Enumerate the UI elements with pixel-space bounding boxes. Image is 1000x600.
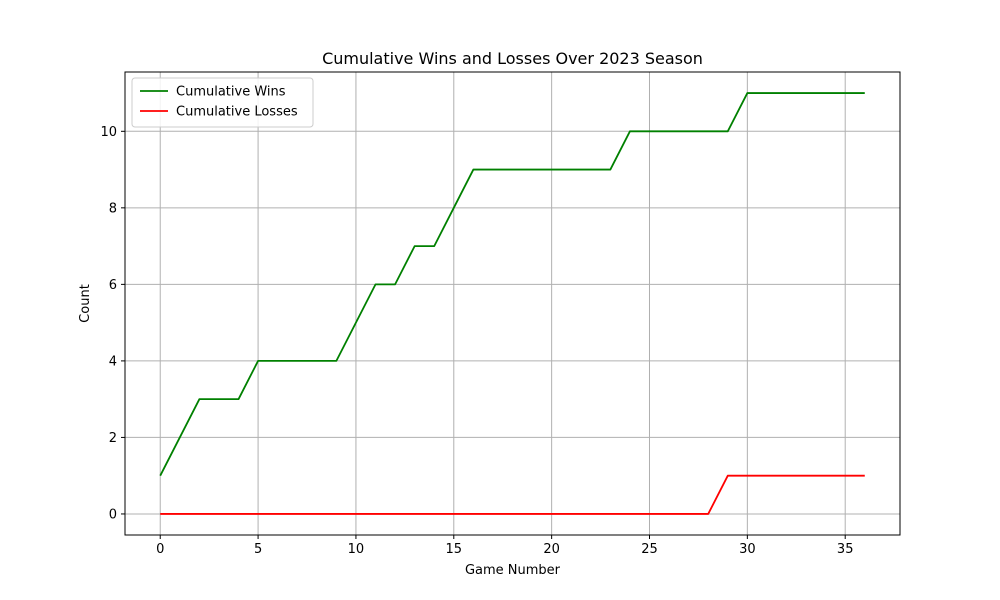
x-tick-label-2: 10 xyxy=(348,542,365,557)
y-tick-label-4: 8 xyxy=(109,201,117,216)
x-tick-label-0: 0 xyxy=(156,542,164,557)
y-tick-label-3: 6 xyxy=(109,278,117,293)
legend-label-1: Cumulative Losses xyxy=(176,105,298,120)
x-axis-label: Game Number xyxy=(465,563,561,578)
chart-title: Cumulative Wins and Losses Over 2023 Sea… xyxy=(322,49,703,68)
x-tick-label-7: 35 xyxy=(837,542,854,557)
x-tick-label-1: 5 xyxy=(254,542,262,557)
series-line-0 xyxy=(159,92,865,477)
y-tick-label-2: 4 xyxy=(109,354,117,369)
legend-box xyxy=(131,77,314,128)
x-tick-label-5: 25 xyxy=(641,542,658,557)
y-tick-label-1: 2 xyxy=(109,431,117,446)
x-tick-label-4: 20 xyxy=(543,542,560,557)
plot-frame xyxy=(124,71,901,536)
x-tick-label-6: 30 xyxy=(739,542,756,557)
series-line-1 xyxy=(160,474,865,515)
y-axis-label: Count xyxy=(78,284,93,323)
x-tick-label-3: 15 xyxy=(446,542,463,557)
legend: Cumulative Wins Cumulative Losses xyxy=(131,77,314,128)
y-tick-label-0: 0 xyxy=(109,507,117,522)
series-lines xyxy=(159,92,865,515)
y-tick-label-5: 10 xyxy=(100,125,117,140)
legend-label-0: Cumulative Wins xyxy=(176,85,286,100)
axis-ticks: 0 5 10 15 20 25 30 35 0 2 4 6 8 10 xyxy=(100,125,853,557)
